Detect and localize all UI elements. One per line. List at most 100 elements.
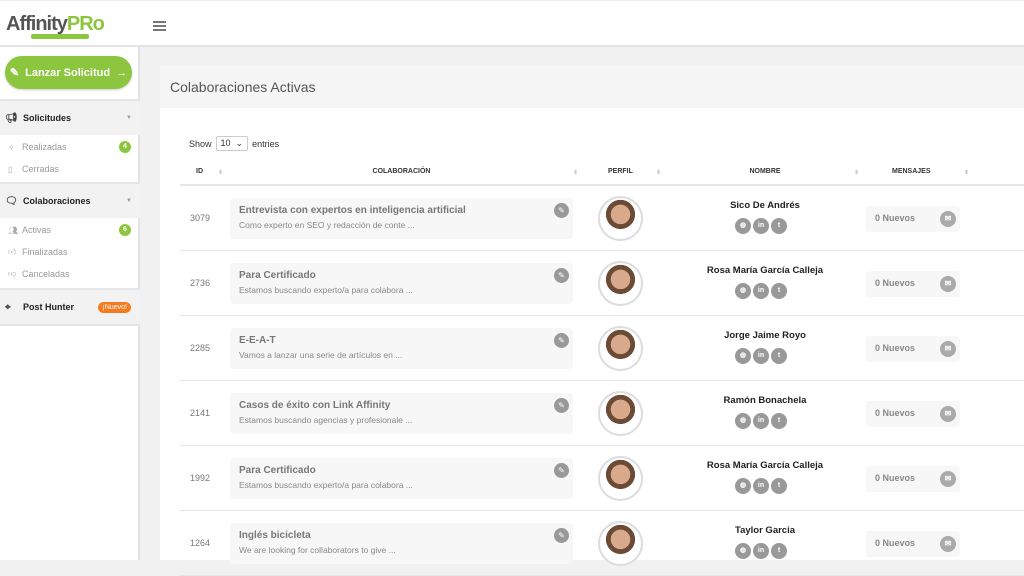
messages-button[interactable]: 0 Nuevos ✉ <box>866 466 960 492</box>
twitter-icon[interactable]: t <box>771 478 787 494</box>
avatar[interactable] <box>598 521 643 566</box>
collaboration-card[interactable]: Para Certificado Estamos buscando experto… <box>230 458 573 499</box>
sidebar-item-finalizadas[interactable]: 👍︎ Finalizadas <box>8 247 68 257</box>
header-profile[interactable]: PERFIL <box>608 168 633 175</box>
caret-down-icon: ▼ <box>126 115 132 121</box>
sidebar-item-activas[interactable]: 👥︎ Activas 6 <box>0 219 140 241</box>
sort-icon[interactable]: ⬍ <box>964 170 970 176</box>
avatar[interactable] <box>598 261 643 306</box>
collab-desc: Como experto en SEO y redacción de conte… <box>239 220 415 230</box>
twitter-icon[interactable]: t <box>771 413 787 429</box>
logo[interactable]: AffinityPRo <box>6 13 105 39</box>
new-badge: ¡Nuevo! <box>98 301 131 313</box>
web-icon[interactable]: ◍ <box>735 413 751 429</box>
linkedin-icon[interactable]: in <box>753 413 769 429</box>
pin-icon: ✧ <box>8 142 15 152</box>
menu-toggle-icon[interactable] <box>153 21 166 31</box>
sidebar: ✎ Lanzar Solicitud → 📢︎ Solicitudes ▼ ✧ Reali… <box>0 47 140 560</box>
sidebar-section-solicitudes[interactable]: 📢︎ Solicitudes ▼ <box>0 99 140 135</box>
collab-desc: Estamos buscando agencias y profesionale… <box>239 415 413 425</box>
launch-request-button[interactable]: ✎ Lanzar Solicitud → <box>5 56 132 89</box>
header-name[interactable]: NOMBRE <box>749 168 781 175</box>
social-links: ◍ in t <box>735 543 787 559</box>
social-links: ◍ in t <box>735 478 787 494</box>
pencil-icon: ✎ <box>554 203 569 218</box>
web-icon[interactable]: ◍ <box>735 283 751 299</box>
collaborator-name: Jorge Jaime Royo <box>724 330 806 341</box>
social-links: ◍ in t <box>735 283 787 299</box>
header-collab[interactable]: COLABORACIÓN <box>372 168 431 175</box>
twitter-icon[interactable]: t <box>771 543 787 559</box>
web-icon[interactable]: ◍ <box>735 218 751 234</box>
row-id: 2736 <box>190 278 211 288</box>
count-badge: 4 <box>119 141 131 153</box>
sort-icon[interactable]: ⬍ <box>656 170 662 176</box>
avatar[interactable] <box>598 391 643 436</box>
avatar[interactable] <box>598 456 643 501</box>
count-badge: 6 <box>119 224 131 236</box>
messages-button[interactable]: 0 Nuevos ✉ <box>866 271 960 297</box>
twitter-icon[interactable]: t <box>771 283 787 299</box>
collaborator-name: Rosa María García Calleja <box>706 265 824 276</box>
trash-icon: ▯ <box>8 164 13 174</box>
chat-icon: 🗨︎ <box>5 195 18 207</box>
collaboration-card[interactable]: Para Certificado Estamos buscando experto… <box>230 263 573 304</box>
messages-button[interactable]: 0 Nuevos ✉ <box>866 401 960 427</box>
messages-button[interactable]: 0 Nuevos ✉ <box>866 336 960 362</box>
collaboration-card[interactable]: Casos de éxito con Link Affinity Estamos … <box>230 393 573 434</box>
sort-icon[interactable]: ⬍ <box>218 170 224 176</box>
web-icon[interactable]: ◍ <box>735 348 751 364</box>
avatar[interactable] <box>598 326 643 371</box>
pencil-icon: ✎ <box>554 463 569 478</box>
entries-select[interactable]: 10 ⌄ <box>215 136 249 151</box>
collab-title: E-E-A-T <box>239 335 276 346</box>
linkedin-icon[interactable]: in <box>753 218 769 234</box>
collab-desc: Vamos a lanzar una serie de artículos en… <box>239 350 403 360</box>
collaborator-name: Taylor Garcia <box>734 525 796 536</box>
row-id: 2285 <box>190 343 211 353</box>
message-icon: ✉ <box>940 536 956 552</box>
table-row: 2736 Para Certificado Estamos buscando ex… <box>180 251 1024 316</box>
messages-button[interactable]: 0 Nuevos ✉ <box>866 206 960 232</box>
table-row: 1264 Inglés bicicleta We are looking for … <box>180 511 1024 576</box>
sort-icon[interactable]: ⬍ <box>573 170 579 176</box>
collab-desc: We are looking for collaborators to give… <box>239 545 396 555</box>
header-id[interactable]: ID <box>196 168 203 175</box>
table-row: 2285 E-E-A-T Vamos a lanzar una serie de … <box>180 316 1024 381</box>
social-links: ◍ in t <box>735 348 787 364</box>
web-icon[interactable]: ◍ <box>735 478 751 494</box>
linkedin-icon[interactable]: in <box>753 283 769 299</box>
collaboration-card[interactable]: Inglés bicicleta We are looking for colla… <box>230 523 573 564</box>
sidebar-item-cerradas[interactable]: ▯ Cerradas <box>8 164 60 174</box>
web-icon[interactable]: ◍ <box>735 543 751 559</box>
avatar[interactable] <box>598 196 643 241</box>
twitter-icon[interactable]: t <box>771 348 787 364</box>
users-icon: 👥︎ <box>8 225 19 235</box>
sort-icon[interactable]: ⬍ <box>854 170 860 176</box>
sidebar-item-post-hunter[interactable]: ⌖ Post Hunter ¡Nuevo! <box>0 288 140 326</box>
pencil-icon: ✎ <box>554 333 569 348</box>
collaboration-card[interactable]: Entrevista con expertos en inteligencia … <box>230 198 573 239</box>
pencil-icon: ✎ <box>554 398 569 413</box>
sidebar-section-colaboraciones[interactable]: 🗨︎ Colaboraciones ▼ <box>0 182 140 218</box>
messages-button[interactable]: 0 Nuevos ✉ <box>866 531 960 557</box>
table-row: 2141 Casos de éxito con Link Affinity Est… <box>180 381 1024 446</box>
social-links: ◍ in t <box>735 218 787 234</box>
header-messages[interactable]: MENSAJES <box>892 168 931 175</box>
linkedin-icon[interactable]: in <box>753 478 769 494</box>
linkedin-icon[interactable]: in <box>753 543 769 559</box>
sidebar-item-realizadas[interactable]: ✧ Realizadas 4 <box>0 136 140 158</box>
table-row: 1992 Para Certificado Estamos buscando ex… <box>180 446 1024 511</box>
collab-title: Casos de éxito con Link Affinity <box>239 400 391 411</box>
row-id: 1992 <box>190 473 211 483</box>
pencil-icon: ✎ <box>9 67 20 79</box>
top-bar: AffinityPRo <box>0 0 1024 47</box>
collab-title: Inglés bicicleta <box>239 530 311 541</box>
linkedin-icon[interactable]: in <box>753 348 769 364</box>
collaboration-card[interactable]: E-E-A-T Vamos a lanzar una serie de artíc… <box>230 328 573 369</box>
table-row: 3079 Entrevista con expertos en intelige… <box>180 186 1024 251</box>
sidebar-item-canceladas[interactable]: 👎︎ Canceladas <box>8 269 70 279</box>
pencil-icon: ✎ <box>554 268 569 283</box>
twitter-icon[interactable]: t <box>771 218 787 234</box>
message-icon: ✉ <box>940 211 956 227</box>
